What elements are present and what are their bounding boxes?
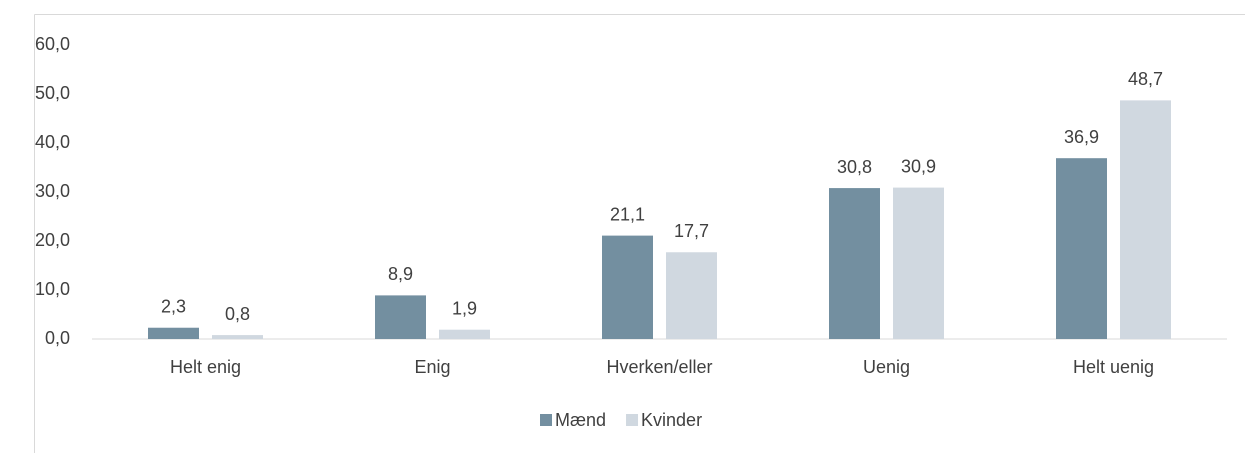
legend-label: Kvinder (641, 410, 702, 430)
x-tick-label: Enig (414, 357, 450, 377)
bar (666, 252, 717, 339)
bar (1056, 158, 1107, 339)
bar (375, 295, 426, 339)
x-tick-label: Hverken/eller (606, 357, 712, 377)
data-label: 48,7 (1128, 69, 1163, 89)
data-label: 17,7 (674, 221, 709, 241)
bar (1120, 100, 1171, 340)
y-tick-label: 10,0 (35, 279, 70, 299)
y-tick-label: 30,0 (35, 181, 70, 201)
data-label: 2,3 (161, 296, 186, 316)
bar (148, 327, 199, 339)
data-label: 8,9 (388, 264, 413, 284)
bar (829, 188, 880, 339)
y-tick-label: 0,0 (45, 328, 70, 348)
legend-swatch (540, 414, 552, 426)
data-label: 36,9 (1064, 127, 1099, 147)
bar (602, 235, 653, 339)
y-tick-label: 50,0 (35, 83, 70, 103)
x-tick-label: Uenig (863, 357, 910, 377)
data-label: 21,1 (610, 204, 645, 224)
data-label: 30,8 (837, 157, 872, 177)
y-tick-label: 40,0 (35, 132, 70, 152)
x-tick-label: Helt uenig (1073, 357, 1154, 377)
data-label: 1,9 (452, 298, 477, 318)
bar (212, 335, 263, 339)
bar (439, 329, 490, 339)
data-label: 0,8 (225, 304, 250, 324)
legend-swatch (626, 414, 639, 426)
y-tick-label: 60,0 (35, 34, 70, 54)
x-tick-label: Helt enig (170, 357, 241, 377)
y-tick-label: 20,0 (35, 230, 70, 250)
legend-label: Mænd (555, 410, 606, 430)
bar (893, 187, 944, 339)
data-label: 30,9 (901, 156, 936, 176)
